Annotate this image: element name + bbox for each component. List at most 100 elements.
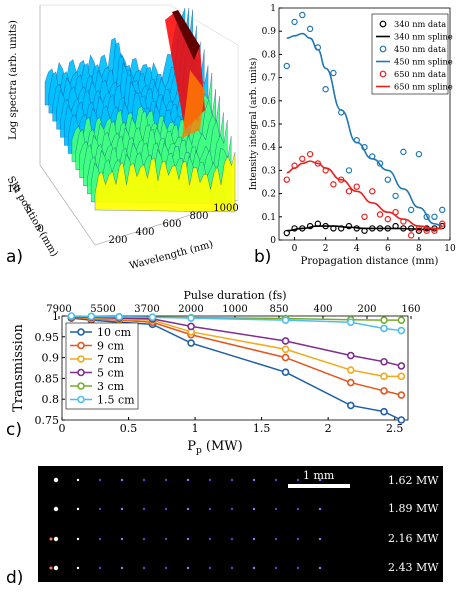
spline-650-nm-spline <box>286 160 443 230</box>
filament-spot <box>230 507 234 511</box>
filament-spot <box>318 507 322 511</box>
series-marker <box>346 318 355 327</box>
scale-bar <box>288 484 350 488</box>
filament-spot <box>164 507 168 511</box>
data-point <box>322 85 329 93</box>
data-point <box>345 167 353 174</box>
filament-spot <box>76 478 80 482</box>
series-marker <box>380 357 388 366</box>
legend-box <box>65 322 139 410</box>
y-tick-label: 0 <box>270 236 276 246</box>
data-point <box>353 183 360 190</box>
x-tick-label: 8 <box>416 244 422 254</box>
top-tick-label: 850 <box>269 304 288 315</box>
filament-spot <box>98 478 102 482</box>
x-tick-label: 2.5 <box>386 422 404 435</box>
series-marker <box>397 372 406 381</box>
filament-spot <box>142 507 146 511</box>
y-tick-label: 0.7 <box>262 74 277 84</box>
series-marker <box>380 387 388 395</box>
y-tick-label: 0.2 <box>262 190 276 200</box>
series-marker <box>397 416 406 424</box>
series-marker <box>187 322 195 331</box>
filament-spot <box>318 566 322 570</box>
surface-peak-top <box>172 10 200 60</box>
filament-spot <box>296 507 300 511</box>
y-axis-label: Intensity integral (arb. units) <box>248 58 259 191</box>
x-tick-label: 1.5 <box>253 422 271 435</box>
x-tick-label: 4 <box>354 244 360 254</box>
y-tick-label: 0.95 <box>35 331 60 344</box>
legend-label: 10 cm <box>97 326 132 339</box>
filament-spot <box>208 537 212 541</box>
x-tick-label: 0 <box>59 422 66 435</box>
y-tick-label: 0 <box>38 224 44 235</box>
filament-spot <box>318 478 322 482</box>
legend-label: 1.5 cm <box>97 394 135 407</box>
series-marker <box>380 324 388 333</box>
panel-label-b: b) <box>254 247 272 267</box>
filament-spot <box>49 537 53 541</box>
y-tick-label: 1 <box>52 310 59 323</box>
series-marker <box>397 362 406 370</box>
panel-label-d: d) <box>6 568 24 588</box>
data-point <box>291 18 298 26</box>
filament-spot <box>274 537 278 541</box>
filament-spot <box>230 478 234 482</box>
top-tick-label: 7900 <box>46 304 71 315</box>
x-tick-label: 200 <box>108 235 127 246</box>
scale-bar-label: 1 mm <box>303 469 335 482</box>
x-tick-label: 0.5 <box>120 422 138 435</box>
filament-spot <box>98 507 102 511</box>
series-marker <box>346 378 355 387</box>
data-point <box>369 188 376 195</box>
filament-spot <box>274 478 278 482</box>
filament-spot <box>98 566 102 570</box>
data-point <box>423 227 430 234</box>
panel-c: 0 0.5 1 1.5 2 2.5 0.75 0.8 0.85 0.9 0.95 1 7900 5500 3… <box>0 280 458 456</box>
filament-spot <box>318 537 322 541</box>
legend-marker <box>77 395 85 404</box>
spline-450-nm-spline <box>286 32 443 227</box>
legend-marker <box>77 355 85 363</box>
y-tick-label: 0.9 <box>262 27 277 37</box>
data-point <box>392 192 399 200</box>
series-marker <box>115 313 124 321</box>
legend-label: 7 cm <box>97 353 125 366</box>
legend-label: 340 nm data <box>394 19 446 29</box>
data-point <box>306 150 314 158</box>
legend-swatch <box>379 45 387 53</box>
y-tick-label: 5 <box>26 204 32 215</box>
z-axis-label: Log spectra (arb. units) <box>8 20 19 140</box>
data-point <box>400 148 407 156</box>
legend-swatch <box>379 70 387 78</box>
filament-spot <box>230 537 234 541</box>
top-tick-label: 3700 <box>134 304 159 315</box>
data-point <box>283 62 290 70</box>
legend-swatch <box>379 20 387 28</box>
series-marker <box>281 368 290 376</box>
data-point <box>407 206 415 214</box>
x-axis-label: Pp (MW) <box>187 439 242 455</box>
filament-image-panel: 1 mm 1.62 MW 1.89 MW 2.16 MW 2.43 MW <box>38 466 443 582</box>
filament-spot <box>296 537 300 541</box>
filament-spot <box>186 507 190 511</box>
surface-peak-side <box>182 70 205 138</box>
filament-spot <box>164 566 168 570</box>
filament-spot <box>186 478 190 482</box>
data-point <box>415 150 423 158</box>
top-tick-label: 5500 <box>90 304 115 315</box>
panel-label-a: a) <box>6 247 24 267</box>
data-point <box>407 232 415 239</box>
row-label-2: 1.89 MW <box>388 502 439 515</box>
series-marker <box>397 316 406 324</box>
filament-spot <box>186 537 190 541</box>
x-tick-label: 600 <box>162 219 181 230</box>
filament-spot <box>274 566 278 570</box>
intensity-chart: 0 2 4 6 8 10 0 0.1 0.2 0.3 0.4 0.5 0.6 0.7 0.8 0.9 1 Prop… <box>248 4 456 267</box>
series-marker <box>187 314 195 322</box>
data-point <box>376 160 384 167</box>
data-point <box>431 213 438 220</box>
data-point <box>299 155 306 162</box>
filament-spot <box>142 478 146 482</box>
